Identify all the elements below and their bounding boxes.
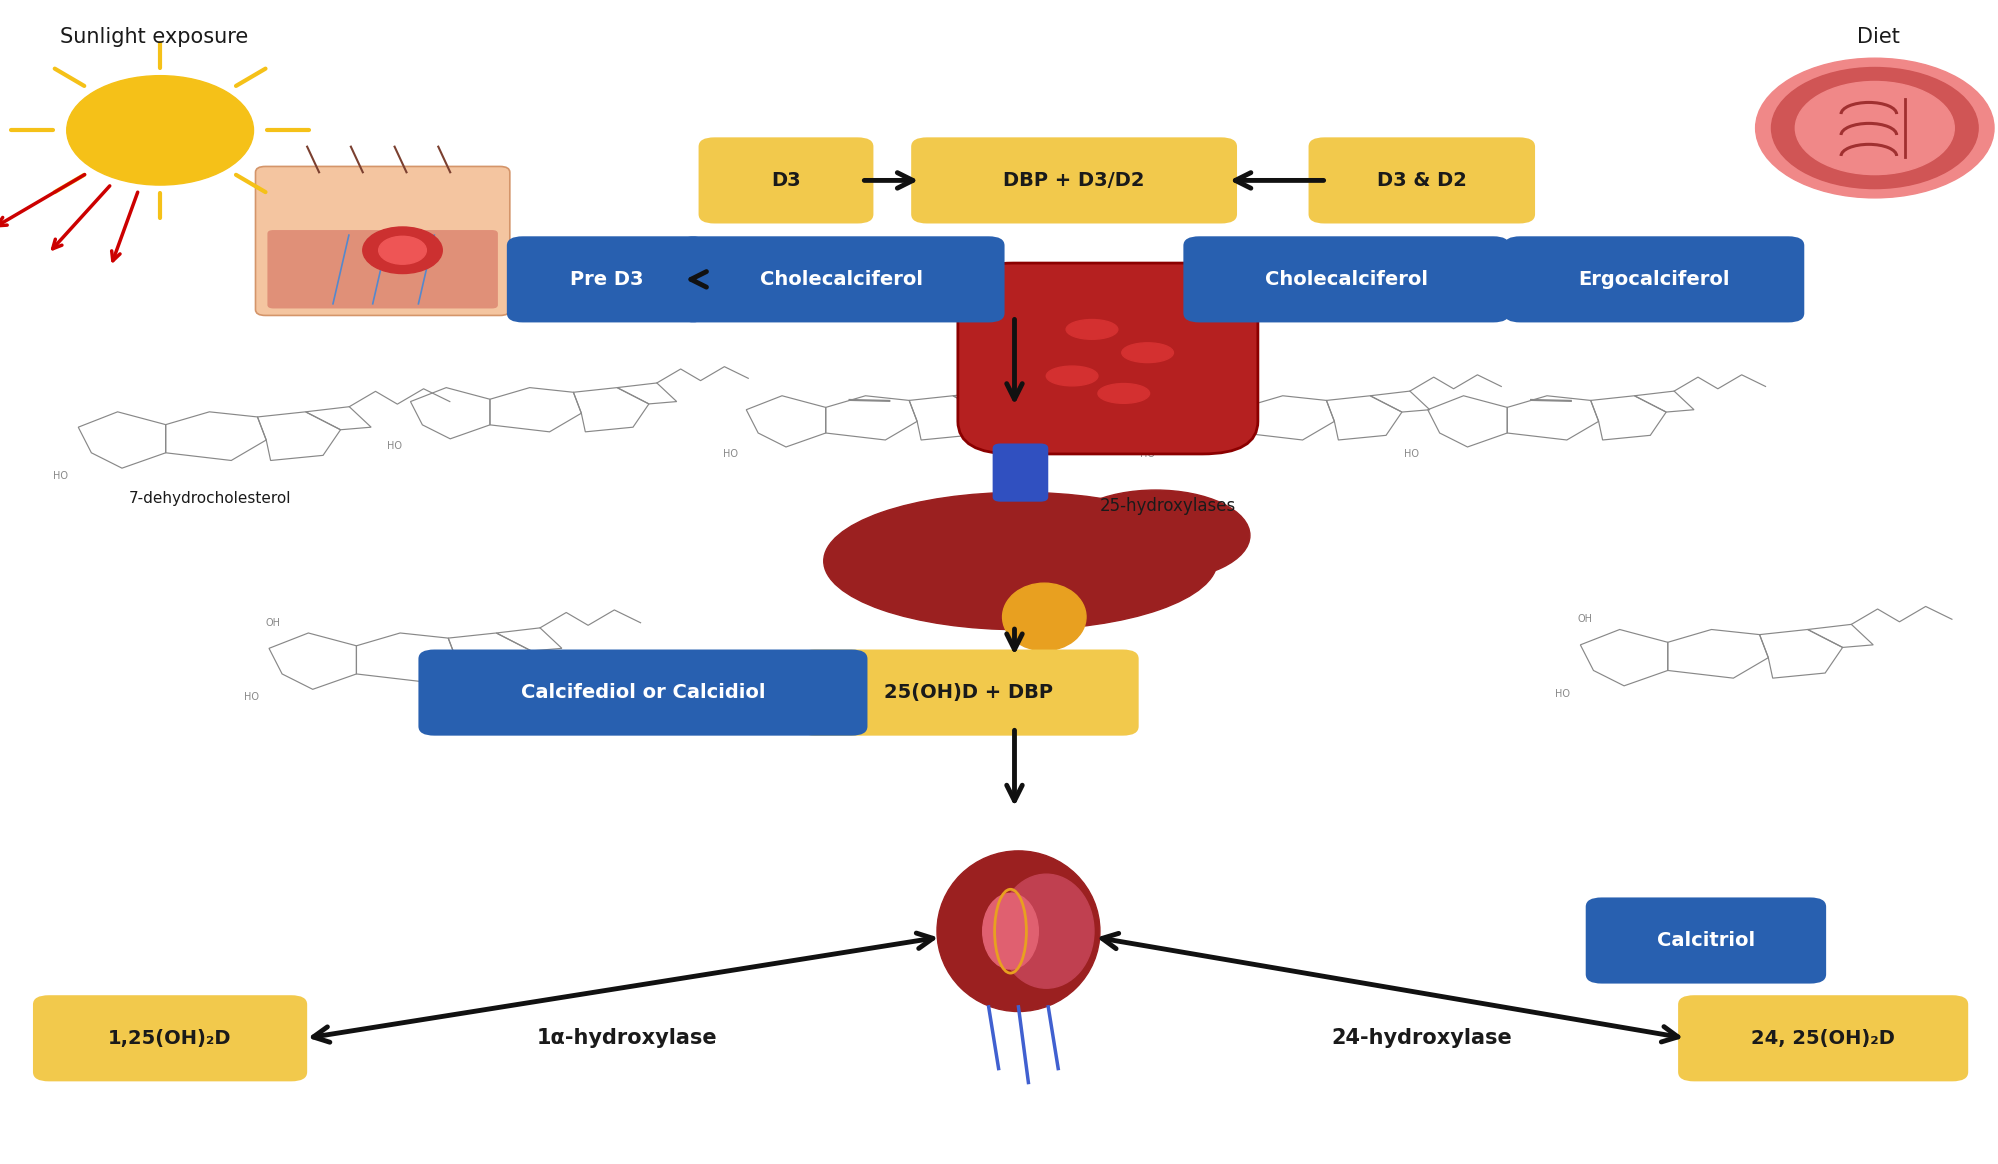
Ellipse shape <box>823 492 1217 630</box>
FancyBboxPatch shape <box>32 995 308 1081</box>
Ellipse shape <box>1061 490 1251 581</box>
Ellipse shape <box>1121 342 1173 363</box>
Ellipse shape <box>983 894 1039 968</box>
Ellipse shape <box>1067 320 1117 340</box>
Circle shape <box>380 236 426 264</box>
FancyBboxPatch shape <box>1586 897 1826 984</box>
Circle shape <box>66 76 254 185</box>
Text: D3: D3 <box>771 171 801 190</box>
FancyBboxPatch shape <box>418 650 867 736</box>
FancyBboxPatch shape <box>993 443 1049 502</box>
Ellipse shape <box>937 851 1101 1012</box>
Text: DBP + D3/D2: DBP + D3/D2 <box>1003 171 1145 190</box>
Text: Calcifediol or Calcidiol: Calcifediol or Calcidiol <box>521 683 765 702</box>
Circle shape <box>1796 81 1954 175</box>
Text: HO: HO <box>244 693 260 702</box>
Ellipse shape <box>1047 367 1099 386</box>
FancyBboxPatch shape <box>957 263 1259 454</box>
FancyBboxPatch shape <box>256 166 509 315</box>
FancyBboxPatch shape <box>911 137 1237 223</box>
Text: Sunlight exposure: Sunlight exposure <box>60 27 248 48</box>
Text: 25(OH)D + DBP: 25(OH)D + DBP <box>885 683 1053 702</box>
FancyBboxPatch shape <box>268 230 498 308</box>
FancyBboxPatch shape <box>1504 236 1804 322</box>
Text: HO: HO <box>723 449 737 459</box>
FancyBboxPatch shape <box>699 137 873 223</box>
Ellipse shape <box>1099 384 1149 404</box>
Text: 1α-hydroxylase: 1α-hydroxylase <box>537 1028 717 1049</box>
Text: D3 & D2: D3 & D2 <box>1377 171 1467 190</box>
Text: Diet: Diet <box>1858 27 1900 48</box>
FancyBboxPatch shape <box>1183 236 1508 322</box>
Text: Cholecalciferol: Cholecalciferol <box>1265 270 1429 289</box>
Text: HO: HO <box>1141 449 1155 459</box>
Ellipse shape <box>999 874 1095 988</box>
Text: HO: HO <box>1405 449 1419 459</box>
Circle shape <box>364 227 442 274</box>
Ellipse shape <box>1003 583 1087 651</box>
Text: OH: OH <box>1576 615 1592 624</box>
Text: 7-dehydrocholesterol: 7-dehydrocholesterol <box>128 491 292 505</box>
FancyBboxPatch shape <box>507 236 707 322</box>
Text: HO: HO <box>54 471 68 481</box>
Text: OH: OH <box>266 618 282 627</box>
Circle shape <box>1756 58 1994 198</box>
Text: HO: HO <box>388 441 402 450</box>
Text: 24, 25(OH)₂D: 24, 25(OH)₂D <box>1750 1029 1894 1048</box>
Text: 24-hydroxylase: 24-hydroxylase <box>1331 1028 1512 1049</box>
FancyBboxPatch shape <box>1678 995 1968 1081</box>
Text: Ergocalciferol: Ergocalciferol <box>1578 270 1730 289</box>
Text: Pre D3: Pre D3 <box>569 270 643 289</box>
Text: Calcitriol: Calcitriol <box>1656 931 1754 950</box>
Text: Cholecalciferol: Cholecalciferol <box>759 270 923 289</box>
Circle shape <box>1772 68 1978 189</box>
Text: HO: HO <box>1554 689 1570 698</box>
FancyBboxPatch shape <box>679 236 1005 322</box>
Text: 25-hydroxylases: 25-hydroxylases <box>1101 497 1237 516</box>
Text: 1,25(OH)₂D: 1,25(OH)₂D <box>108 1029 232 1048</box>
FancyBboxPatch shape <box>799 650 1139 736</box>
FancyBboxPatch shape <box>1309 137 1534 223</box>
